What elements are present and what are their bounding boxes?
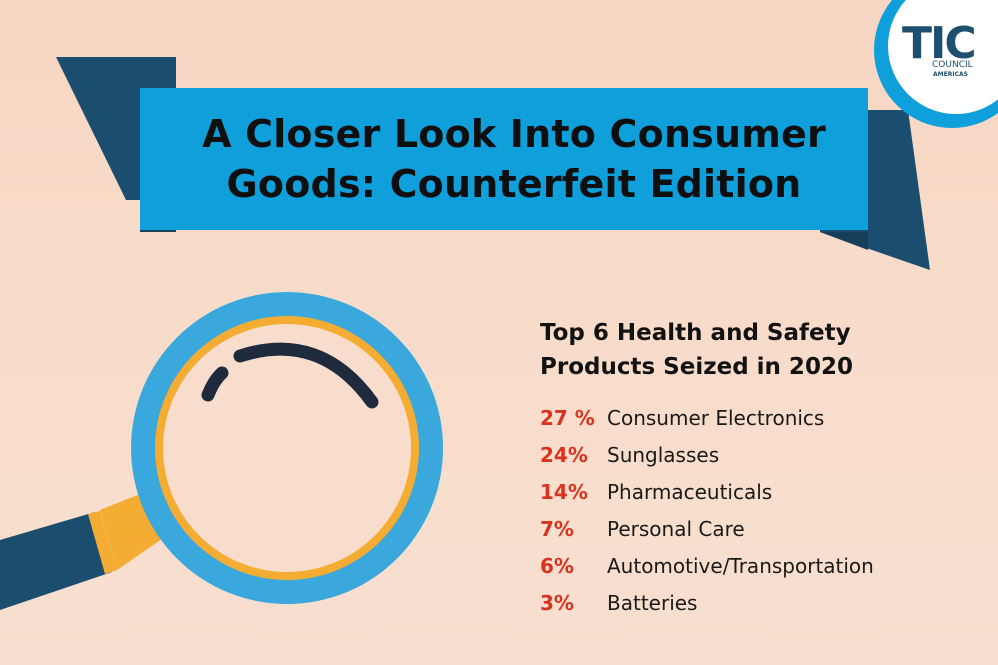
- item-label: Automotive/Transportation: [607, 553, 874, 578]
- tic-council-logo: [874, 0, 998, 128]
- logo-subtitle-americas: AMERICAS: [933, 71, 968, 78]
- lens-glare-arc-small: [201, 366, 229, 402]
- title-banner: A Closer Look Into Consumer Goods: Count…: [140, 88, 868, 230]
- list-item: 7% Personal Care: [540, 510, 874, 547]
- page-title: A Closer Look Into Consumer Goods: Count…: [142, 109, 866, 209]
- list-item: 24% Sunglasses: [540, 436, 874, 473]
- magnifier-lens: [163, 324, 411, 572]
- logo-subtitle-council: COUNCIL: [932, 60, 973, 70]
- banner-right-fold: [820, 232, 868, 250]
- section-heading: Top 6 Health and Safety Products Seized …: [540, 316, 980, 384]
- list-item: 27 % Consumer Electronics: [540, 399, 874, 436]
- list-item: 3% Batteries: [540, 584, 874, 621]
- item-percent: 7%: [540, 516, 574, 541]
- item-label: Sunglasses: [607, 442, 720, 467]
- heading-line-2: Products Seized in 2020: [540, 354, 853, 380]
- item-percent: 14%: [540, 479, 588, 504]
- item-percent: 24%: [540, 442, 588, 467]
- item-label: Batteries: [607, 590, 698, 615]
- item-label: Consumer Electronics: [607, 405, 825, 430]
- list-item: 6% Automotive/Transportation: [540, 547, 874, 584]
- list-item: 14% Pharmaceuticals: [540, 473, 874, 510]
- item-percent: 6%: [540, 553, 574, 578]
- item-label: Pharmaceuticals: [607, 479, 773, 504]
- magnifier-handle: [0, 512, 112, 610]
- heading-line-1: Top 6 Health and Safety: [540, 320, 851, 346]
- magnifier-handle-band: [88, 511, 117, 574]
- title-line-1: A Closer Look Into Consumer: [202, 112, 826, 156]
- item-percent: 3%: [540, 590, 574, 615]
- seized-products-list: 27 % Consumer Electronics 24% Sunglasses…: [540, 399, 874, 621]
- logo-wordmark: TIC: [902, 18, 977, 69]
- magnifying-glass-icon: [0, 292, 443, 610]
- title-line-2: Goods: Counterfeit Edition: [226, 162, 802, 206]
- lens-glare-arc-large: [233, 342, 379, 409]
- banner-main: [140, 88, 868, 230]
- item-label: Personal Care: [607, 516, 745, 541]
- item-percent: 27 %: [540, 405, 595, 430]
